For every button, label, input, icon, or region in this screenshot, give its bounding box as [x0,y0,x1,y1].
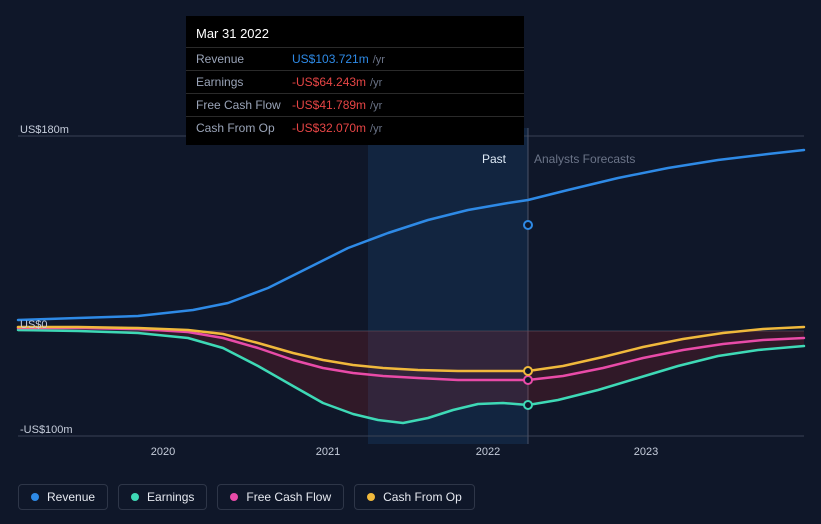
tooltip-row-value: -US$41.789m [292,98,366,112]
tooltip-row-value: US$103.721m [292,52,369,66]
tooltip-row-value: -US$64.243m [292,75,366,89]
legend: Revenue Earnings Free Cash Flow Cash From O… [18,484,475,510]
tooltip-row-label: Free Cash Flow [196,98,292,112]
legend-label: Earnings [147,490,194,504]
chart-svg [18,128,804,448]
tooltip-row-suffix: /yr [370,100,382,112]
tooltip-row: Cash From Op-US$32.070m/yr [186,116,524,139]
chart-area[interactable]: US$180mUS$0-US$100m 2020202120222023 [18,128,804,438]
x-axis-label: 2023 [634,446,658,458]
legend-label: Free Cash Flow [246,490,331,504]
tooltip-row-value: -US$32.070m [292,121,366,135]
legend-item[interactable]: Free Cash Flow [217,484,344,510]
legend-item[interactable]: Earnings [118,484,207,510]
tooltip-row-suffix: /yr [370,77,382,89]
tooltip-row-suffix: /yr [373,54,385,66]
tooltip-row: RevenueUS$103.721m/yr [186,47,524,70]
x-axis-label: 2021 [316,446,340,458]
legend-item[interactable]: Revenue [18,484,108,510]
x-axis-label: 2022 [476,446,500,458]
tooltip-row: Free Cash Flow-US$41.789m/yr [186,93,524,116]
tooltip-row-suffix: /yr [370,123,382,135]
legend-dot-icon [367,493,375,501]
legend-item[interactable]: Cash From Op [354,484,475,510]
y-axis-label: US$0 [20,319,48,331]
legend-dot-icon [31,493,39,501]
y-axis-label: -US$100m [20,424,73,436]
y-axis-label: US$180m [20,124,69,136]
legend-label: Revenue [47,490,95,504]
tooltip-row-label: Revenue [196,52,292,66]
series-marker [523,400,533,410]
legend-dot-icon [230,493,238,501]
tooltip-row-label: Cash From Op [196,121,292,135]
tooltip-row: Earnings-US$64.243m/yr [186,70,524,93]
tooltip-row-label: Earnings [196,75,292,89]
legend-label: Cash From Op [383,490,462,504]
tooltip: Mar 31 2022 RevenueUS$103.721m/yrEarning… [186,16,524,145]
tooltip-title: Mar 31 2022 [186,24,524,47]
series-marker [523,366,533,376]
series-marker [523,375,533,385]
series-marker [523,220,533,230]
legend-dot-icon [131,493,139,501]
x-axis-label: 2020 [151,446,175,458]
